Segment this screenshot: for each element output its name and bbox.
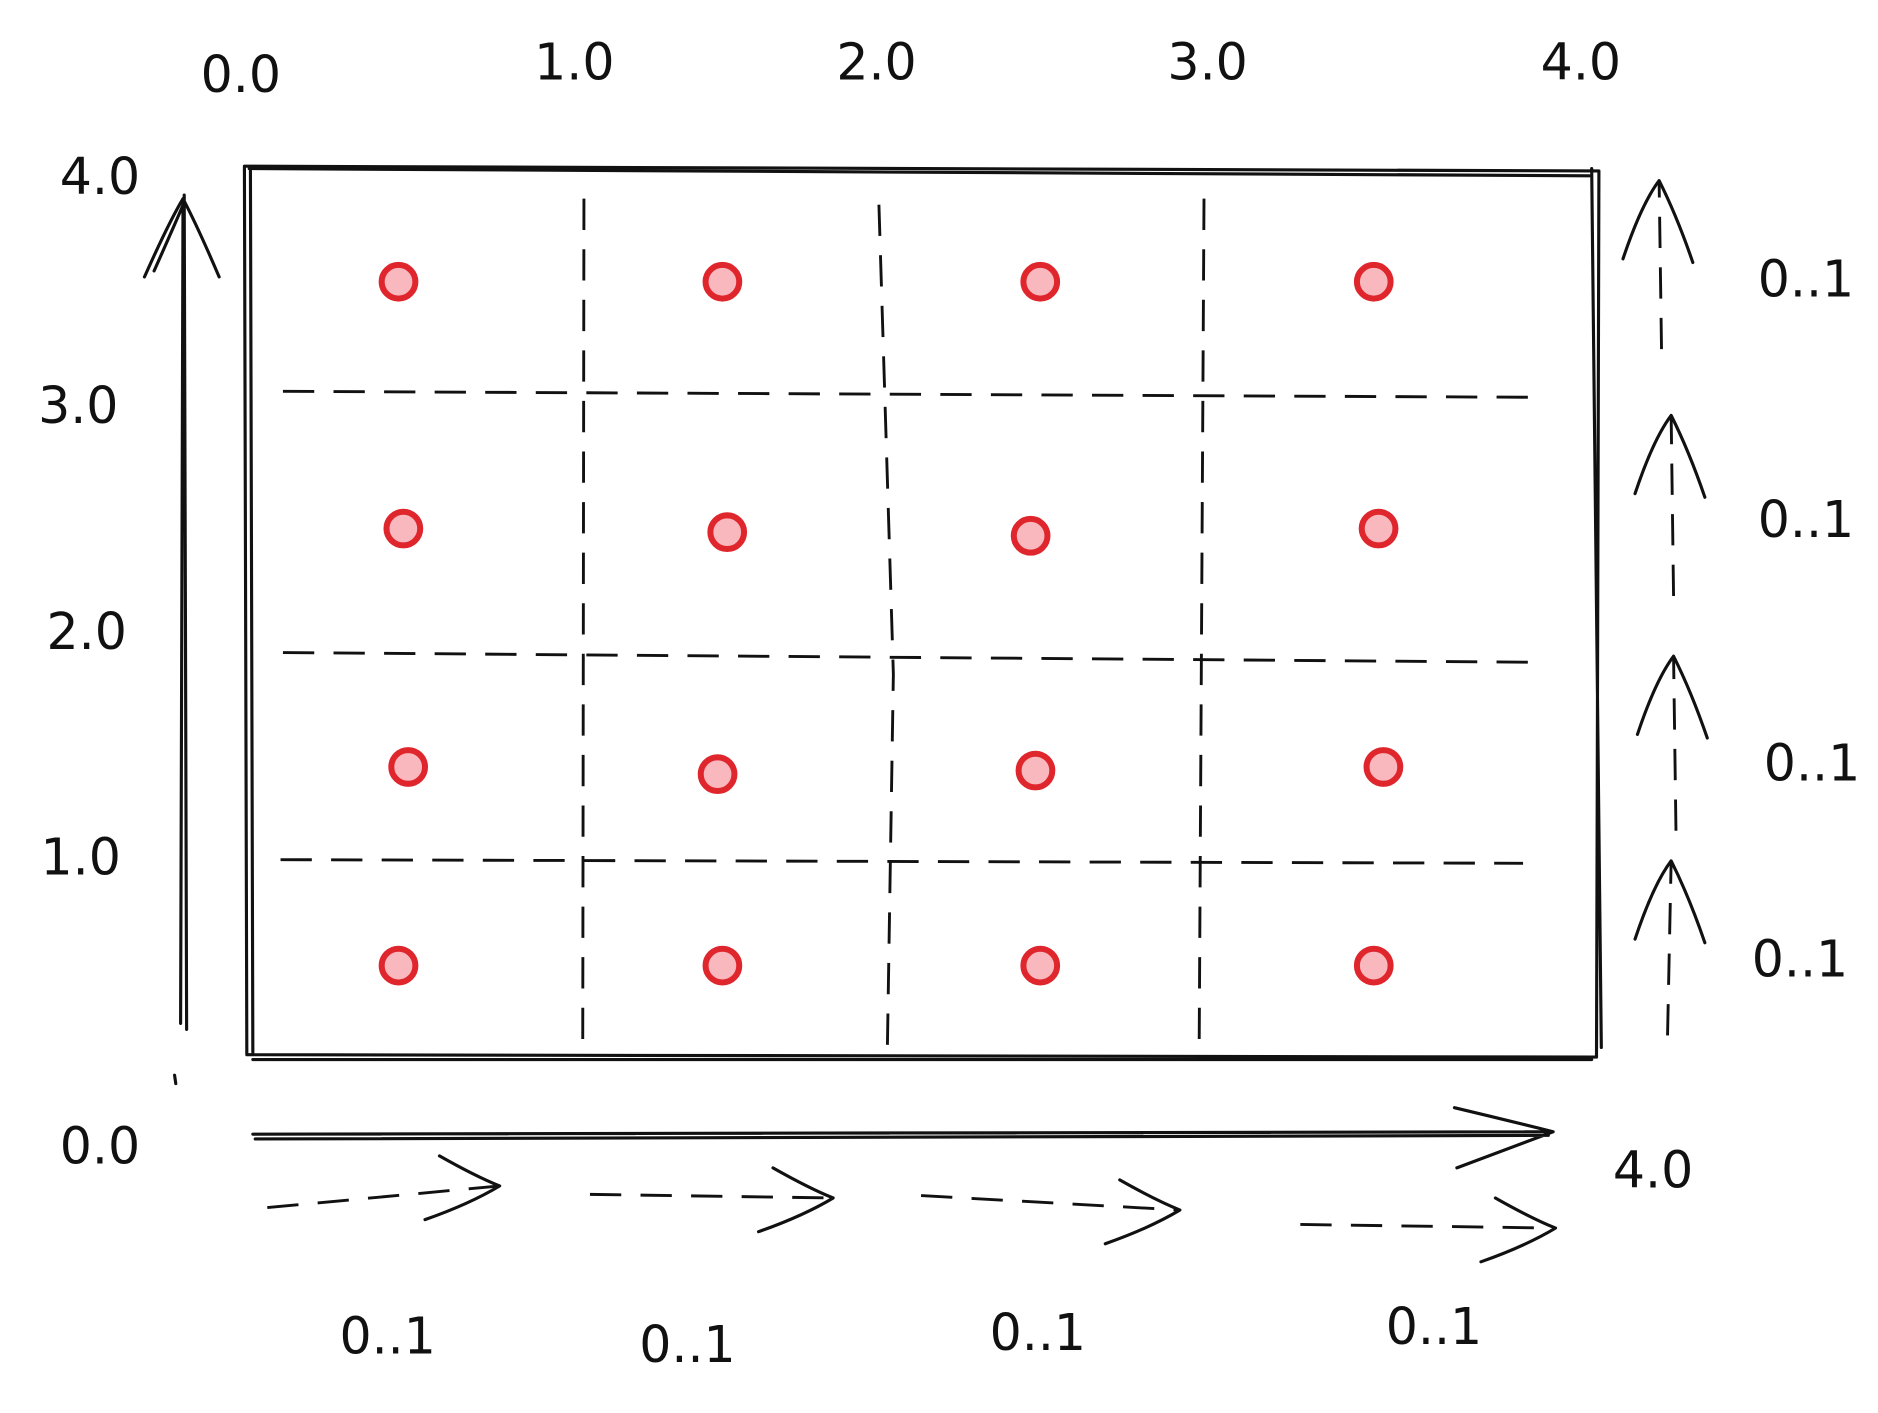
top-label: 4.0 [1541,33,1621,92]
grid-vertical [581,198,1206,1050]
bottom-step-label: 0..1 [990,1303,1086,1362]
dot [702,945,743,986]
step-arrow [1669,415,1676,596]
x-arrow [251,1106,1555,1170]
arrow-head [1633,859,1707,945]
dot [388,747,429,787]
arrow-head [756,1166,835,1234]
arrow-head [1633,413,1707,499]
dot [1015,750,1056,791]
left-label: 2.0 [46,602,126,661]
step-arrow [920,1194,1181,1212]
left-label: 1.0 [40,827,120,886]
arrow-head [1621,179,1695,265]
dot [1020,261,1061,302]
canvas: 0.0 1.0 2.0 3.0 4.0 4.0 3.0 2.0 1.0 0.0 4.0 0..1 0..… [38,33,1860,1374]
step-arrow [589,1192,834,1200]
dot [1020,945,1061,986]
top-label: 3.0 [1167,33,1247,92]
arrow-head [1479,1196,1558,1264]
bottom-step-label: 0..1 [639,1315,735,1374]
dot [1010,515,1051,556]
frame [242,164,1603,1062]
step-arrow [1666,860,1673,1036]
step-arrow [267,1184,500,1210]
dot [1353,945,1394,986]
dot [1353,261,1394,302]
step-arrow [1657,180,1663,350]
arrow-head [1635,654,1709,740]
bottom-step-label: 0..1 [1386,1297,1482,1356]
left-label: 3.0 [38,376,118,435]
right-step-label: 0..1 [1758,490,1854,549]
dot [383,508,424,549]
y-arrow [142,193,221,1031]
top-label: 1.0 [534,33,614,92]
arrow-head [423,1154,502,1222]
right-step-label: 0..1 [1758,249,1854,308]
dot [1363,747,1404,787]
right-step-label: 0..1 [1752,930,1848,989]
top-label: 2.0 [836,33,916,92]
dot [378,945,419,986]
dot [1358,508,1399,549]
bottom-step-label: 0..1 [339,1307,435,1366]
left-label: 4.0 [60,147,140,206]
arrow-head [1103,1178,1182,1246]
dot [702,261,743,302]
top-label: 0.0 [201,45,281,104]
bottom-end: 4.0 [1613,1140,1693,1199]
dot [707,512,748,553]
dot [697,754,738,795]
bottom-start: 0.0 [60,1116,140,1175]
step-arrow [1672,656,1678,831]
tick [173,1073,178,1086]
step-arrow [1300,1223,1556,1230]
grid-horizontal [280,389,1542,865]
right-step-label: 0..1 [1764,733,1860,792]
dot [378,261,419,302]
